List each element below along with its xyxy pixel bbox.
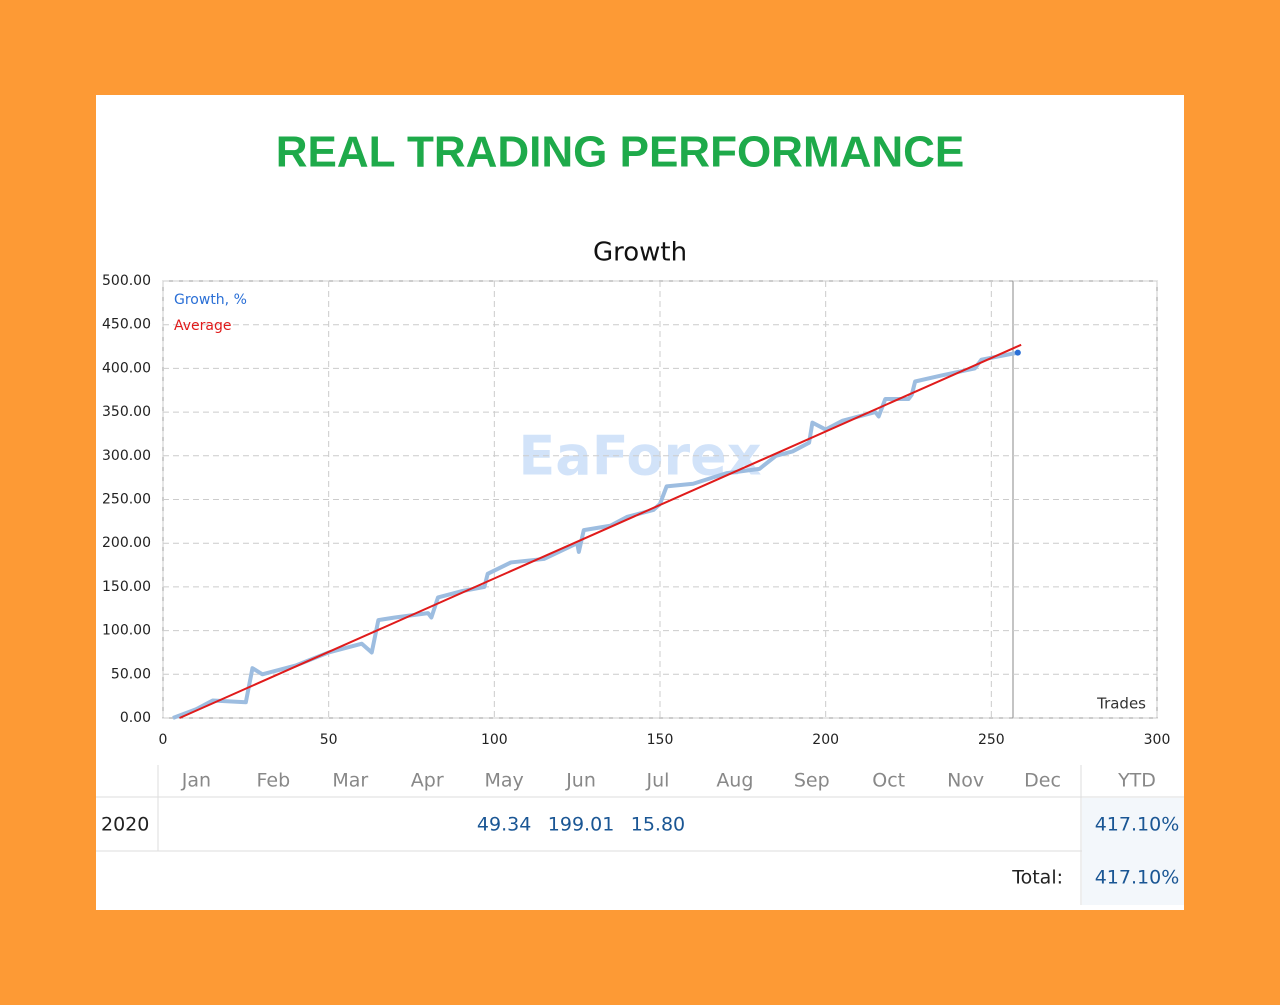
plot: 0.00 50.00 100.00 150.00 200.00 250.00 300.00 3… (102, 273, 1170, 748)
x-tick-label: 200 (812, 732, 839, 748)
x-note: Trades (1096, 695, 1146, 713)
x-tick-label: 0 (159, 732, 168, 748)
x-tick-label: 50 (320, 732, 338, 748)
month-value: 15.80 (631, 814, 685, 836)
month-value: 199.01 (548, 814, 614, 836)
year: 2020 (101, 814, 149, 836)
legend-label: Average (174, 318, 232, 334)
x-tick-label: 100 (481, 732, 508, 748)
month-header: Nov (947, 770, 984, 792)
y-tick-label: 50.00 (111, 666, 151, 682)
legend-label: Growth, % (174, 292, 247, 308)
month-header: Mar (332, 770, 368, 792)
x-tick-label: 300 (1144, 732, 1171, 748)
x-tick-label: 250 (978, 732, 1005, 748)
x-tick-label: 150 (647, 732, 674, 748)
y-tick-label: 300.00 (102, 448, 151, 464)
y-tick-label: 350.00 (102, 404, 151, 420)
table: Jan Feb Mar Apr May Jun Jul Aug Sep Oct Nov Dec YTD 2… (101, 770, 1179, 889)
month-header: Sep (794, 770, 830, 792)
month-value: 49.34 (477, 814, 531, 836)
ytd-cell (1082, 798, 1184, 905)
total-value: 417.10% (1095, 867, 1180, 889)
month-header: Apr (411, 770, 444, 792)
last-point (1014, 349, 1021, 356)
month-header: Feb (257, 770, 291, 792)
month-header: Jul (645, 770, 669, 792)
series-line (172, 350, 1019, 720)
month-header: Jan (181, 770, 211, 792)
month-header: Jun (565, 770, 596, 792)
y-tick-label: 0.00 (120, 710, 151, 726)
y-tick-label: 100.00 (102, 623, 151, 639)
total-label: Total: (1011, 867, 1063, 889)
y-tick-label: 500.00 (102, 273, 151, 289)
ytd-value: 417.10% (1095, 814, 1180, 836)
y-tick-label: 150.00 (102, 579, 151, 595)
month-header: May (484, 770, 523, 792)
y-tick-label: 450.00 (102, 317, 151, 333)
y-tick-label: 200.00 (102, 535, 151, 551)
month-header: Dec (1024, 770, 1061, 792)
ytd-header: YTD (1117, 770, 1156, 792)
month-header: Oct (872, 770, 905, 792)
chart-title: Growth (593, 238, 687, 268)
series-line (179, 343, 1022, 719)
y-tick-label: 400.00 (102, 360, 151, 376)
panel (96, 95, 1184, 910)
heading: REAL TRADING PERFORMANCE (276, 128, 965, 177)
month-header: Aug (716, 770, 753, 792)
y-tick-label: 250.00 (102, 492, 151, 508)
